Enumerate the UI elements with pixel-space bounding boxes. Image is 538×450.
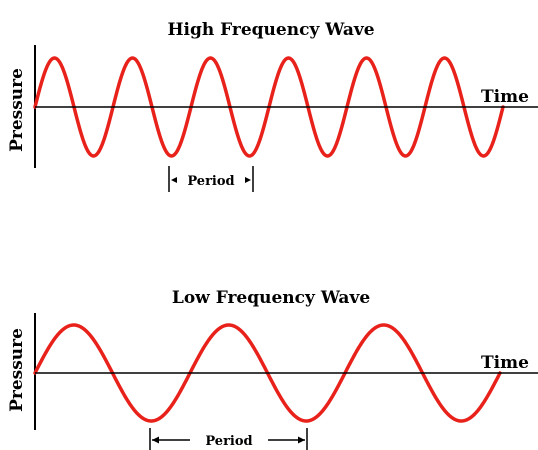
high-frequency-y-label: Pressure (7, 68, 27, 152)
low-frequency-y-label: Pressure (7, 328, 27, 412)
high-frequency-x-label: Time (481, 87, 529, 107)
high-frequency-period-label: Period (187, 174, 234, 189)
low-frequency-period-label: Period (205, 434, 252, 449)
period-right-arrow-icon (298, 436, 305, 444)
high-frequency-period-marker: Period (168, 166, 254, 192)
period-left-arrow-icon (171, 177, 177, 183)
low-frequency-x-label: Time (481, 353, 529, 373)
period-right-arrow-icon (245, 177, 251, 183)
high-frequency-title: High Frequency Wave (167, 20, 374, 40)
low-frequency-panel: Low Frequency Wave Pressure Time Period (7, 288, 538, 450)
high-frequency-panel: High Frequency Wave Pressure Time Period (7, 20, 538, 192)
low-frequency-title: Low Frequency Wave (172, 288, 370, 308)
period-left-arrow-icon (152, 436, 159, 444)
low-frequency-period-marker: Period (149, 428, 308, 450)
